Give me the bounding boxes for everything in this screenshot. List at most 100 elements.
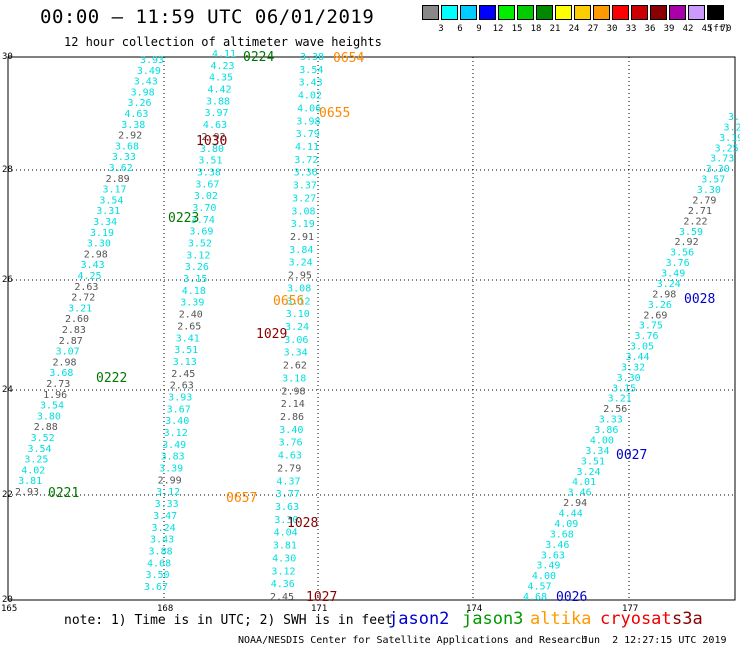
swh-value: 3.38: [300, 52, 324, 63]
swh-value: 3.81: [18, 476, 42, 487]
legend-label: 3: [438, 24, 444, 34]
swh-value: 3.21: [608, 394, 632, 405]
swh-value: 3.63: [275, 502, 299, 513]
map-frame: [7, 56, 736, 601]
track-id-label: 0222: [96, 371, 127, 386]
swh-value: 3.56: [670, 248, 694, 259]
swh-value: 3.24: [285, 322, 309, 333]
swh-value: 3.72: [294, 155, 318, 166]
swh-value: 4.30: [272, 553, 296, 564]
swh-value: 2.98: [281, 386, 305, 397]
legend-swatch: [612, 5, 629, 20]
legend-label: 24: [568, 24, 580, 34]
swh-value: 3.34: [284, 348, 308, 359]
swh-value: 2.98: [84, 249, 108, 260]
swh-value: 2.45: [171, 369, 195, 380]
swh-value: 3.84: [289, 245, 313, 256]
track-id-label: 0656: [273, 294, 304, 309]
swh-value: 4.06: [297, 103, 321, 114]
swh-value: 3.54: [40, 401, 64, 412]
swh-value: 4.44: [559, 509, 583, 520]
swh-value: 2.60: [65, 314, 89, 325]
legend-swatch: [669, 5, 686, 20]
swh-value: 3.68: [115, 141, 139, 152]
swh-value: 3.12: [286, 296, 310, 307]
swh-value: 2.92: [118, 131, 142, 142]
swh-value: 4.18: [182, 286, 206, 297]
swh-value: 3.25: [24, 455, 48, 466]
swh-value: 4.00: [590, 435, 614, 446]
track-id-label: 0223: [168, 211, 199, 226]
swh-value: 3.32: [621, 362, 645, 373]
swh-value: 3.26: [185, 262, 209, 273]
swh-value: 4.02: [298, 91, 322, 102]
swh-value: 3.49: [137, 66, 161, 77]
swh-value: 2.91: [290, 232, 314, 243]
swh-value: 3.33: [112, 152, 136, 163]
legend-label: 45: [701, 24, 713, 34]
swh-value: 4.04: [274, 528, 298, 539]
swh-value: 2.92: [675, 237, 699, 248]
lon-label: 177: [622, 604, 638, 614]
swh-value: 3.43: [134, 77, 158, 88]
swh-value: 3.43: [299, 78, 323, 89]
swh-value: 2.72: [71, 293, 95, 304]
lat-label: 28: [2, 165, 13, 175]
swh-value: 3.30: [617, 373, 641, 384]
swh-value: 3.76: [279, 438, 303, 449]
swh-value: 3.93: [168, 392, 192, 403]
lat-label: 24: [2, 385, 13, 395]
swh-value: 3.13: [173, 357, 197, 368]
swh-value: 3.38: [197, 167, 221, 178]
swh-value: 2.89: [106, 174, 130, 185]
track-id-label: 1029: [256, 327, 287, 342]
swh-value: 4.02: [21, 465, 45, 476]
lon-label: 171: [311, 604, 327, 614]
swh-value: 3.33: [599, 415, 623, 426]
track-id-label: 0026: [556, 590, 587, 605]
swh-value: 2.63: [170, 381, 194, 392]
lon-label: 174: [466, 604, 482, 614]
swh-value: 2.79: [692, 195, 716, 206]
swh-value: 3.12: [156, 487, 180, 498]
swh-value: 3.36: [294, 168, 318, 179]
lon-label: 168: [157, 604, 173, 614]
legend-swatch: [460, 5, 477, 20]
swh-value: 4.09: [554, 519, 578, 530]
legend-swatch: [498, 5, 515, 20]
swh-value: 3.68: [49, 368, 73, 379]
swh-value: 3.12: [164, 428, 188, 439]
footnote: note: 1) Time is in UTC; 2) SWH is in fe…: [64, 613, 393, 628]
legend-label: 9: [476, 24, 482, 34]
swh-value: 2.98: [53, 357, 77, 368]
swh-value: 3.54: [28, 444, 52, 455]
swh-value: 4.25: [78, 271, 102, 282]
legend-swatch: [422, 5, 439, 20]
legend-swatch: [650, 5, 667, 20]
page-title: 00:00 — 11:59 UTC 06/01/2019: [40, 6, 375, 28]
swh-value: 4.00: [532, 571, 556, 582]
swh-value: 3.67: [195, 179, 219, 190]
swh-value: 4.23: [210, 61, 234, 72]
swh-value: 2.14: [281, 399, 305, 410]
swh-value: 3.70: [192, 203, 216, 214]
swh-value: 3.25: [715, 143, 739, 154]
legend-swatch: [517, 5, 534, 20]
swh-value: 2.40: [179, 310, 203, 321]
swh-value: 3.46: [545, 540, 569, 551]
swh-value: 3.98: [131, 87, 155, 98]
swh-value: 3.24: [289, 258, 313, 269]
track-id-label: 0657: [226, 491, 257, 506]
track-id-label: 1027: [306, 590, 337, 605]
swh-value: 3.69: [189, 227, 213, 238]
swh-value: 3.12: [271, 566, 295, 577]
swh-value: 2.65: [177, 321, 201, 332]
swh-value: 3.31: [96, 206, 120, 217]
legend-unit: (ft): [708, 24, 730, 34]
swh-value: 2.63: [74, 282, 98, 293]
swh-value: 3.27: [292, 193, 316, 204]
swh-value: 3.67: [144, 582, 168, 593]
swh-value: 2.69: [643, 310, 667, 321]
swh-value: 3.40: [165, 416, 189, 427]
